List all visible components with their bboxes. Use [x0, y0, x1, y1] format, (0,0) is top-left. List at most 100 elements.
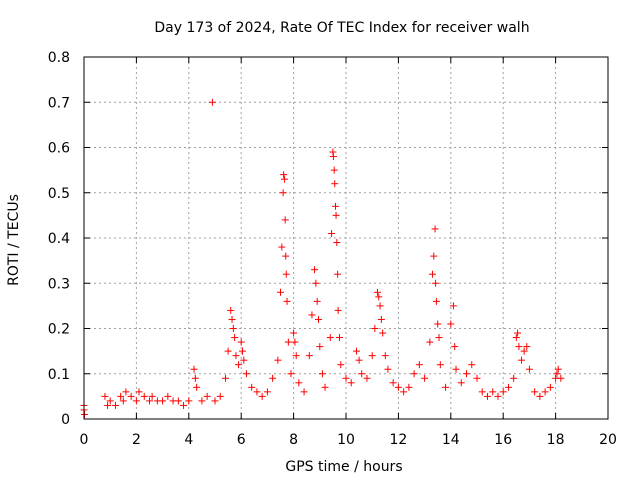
- data-point: [239, 347, 247, 355]
- data-point: [312, 279, 320, 287]
- data-point: [384, 365, 392, 373]
- data-point: [111, 401, 119, 409]
- data-point: [281, 216, 289, 224]
- data-point: [334, 270, 342, 278]
- data-point: [132, 397, 140, 405]
- data-point: [190, 365, 198, 373]
- data-point: [377, 315, 385, 323]
- plot-frame: [83, 56, 609, 420]
- data-point: [235, 361, 243, 369]
- data-points: [80, 98, 565, 418]
- data-point: [334, 306, 342, 314]
- data-point: [313, 297, 321, 305]
- data-point: [432, 279, 440, 287]
- data-point: [311, 266, 319, 274]
- y-tick-label: 0.8: [48, 50, 70, 66]
- y-tick-label: 0.5: [48, 186, 70, 202]
- data-point: [331, 180, 339, 188]
- data-point: [371, 325, 379, 332]
- data-point: [434, 320, 442, 328]
- data-point: [180, 401, 188, 409]
- y-tick-label: 0.2: [48, 322, 70, 338]
- data-point: [318, 370, 326, 378]
- data-point: [280, 175, 288, 183]
- data-point: [335, 334, 343, 342]
- data-point: [300, 388, 308, 396]
- data-point: [473, 374, 481, 382]
- data-point: [240, 356, 248, 364]
- data-point: [231, 334, 239, 342]
- data-point: [554, 365, 562, 373]
- data-point: [269, 374, 277, 382]
- x-tick-label: 14: [442, 432, 460, 448]
- data-point: [504, 383, 512, 391]
- data-point: [520, 347, 528, 355]
- data-point: [122, 388, 130, 396]
- data-point: [221, 374, 229, 382]
- data-point: [282, 270, 290, 278]
- data-point: [274, 356, 282, 364]
- data-point: [451, 343, 459, 351]
- data-point: [229, 325, 237, 332]
- data-point: [326, 334, 334, 342]
- data-point: [531, 388, 539, 396]
- data-point: [332, 202, 340, 210]
- data-point: [305, 352, 313, 360]
- data-point: [330, 166, 338, 174]
- data-point: [283, 297, 291, 305]
- data-point: [81, 410, 89, 418]
- data-point: [355, 356, 363, 364]
- data-point: [541, 388, 549, 396]
- data-point: [174, 397, 182, 405]
- data-point: [127, 392, 135, 400]
- data-point: [449, 302, 457, 310]
- data-point: [426, 338, 434, 346]
- data-point: [203, 392, 211, 400]
- data-point: [430, 252, 438, 260]
- data-point: [389, 379, 397, 387]
- data-point: [119, 397, 127, 405]
- data-point: [447, 320, 455, 328]
- y-tick-label: 0.1: [48, 367, 70, 383]
- data-point: [333, 239, 341, 247]
- data-point: [352, 347, 360, 355]
- data-point: [518, 356, 526, 364]
- data-point: [410, 370, 418, 378]
- data-point: [428, 270, 436, 278]
- data-point: [329, 148, 337, 156]
- data-point: [489, 388, 497, 396]
- data-point: [436, 361, 444, 369]
- data-point: [373, 288, 381, 296]
- data-point: [405, 383, 413, 391]
- data-point: [415, 361, 423, 369]
- data-point: [101, 392, 109, 400]
- data-point: [478, 388, 486, 396]
- grid-lines: [84, 57, 608, 419]
- data-point: [295, 379, 303, 387]
- data-point: [224, 347, 232, 355]
- data-point: [258, 392, 266, 400]
- data-point: [287, 370, 295, 378]
- data-point: [342, 374, 350, 382]
- data-point: [148, 392, 156, 400]
- x-tick-label: 2: [132, 432, 141, 448]
- data-point: [376, 302, 384, 310]
- x-tick-label: 16: [494, 432, 512, 448]
- data-point: [375, 293, 383, 301]
- y-tick-label: 0.6: [48, 141, 70, 157]
- data-point: [314, 315, 322, 323]
- data-point: [140, 392, 148, 400]
- data-point: [546, 383, 554, 391]
- data-point: [280, 171, 288, 179]
- data-point: [329, 153, 337, 161]
- data-point: [146, 397, 153, 405]
- data-point: [279, 189, 287, 197]
- data-point: [191, 374, 199, 382]
- data-point: [337, 361, 345, 369]
- data-point: [442, 383, 450, 391]
- data-point: [368, 352, 376, 360]
- data-point: [277, 288, 284, 296]
- data-point: [117, 392, 125, 400]
